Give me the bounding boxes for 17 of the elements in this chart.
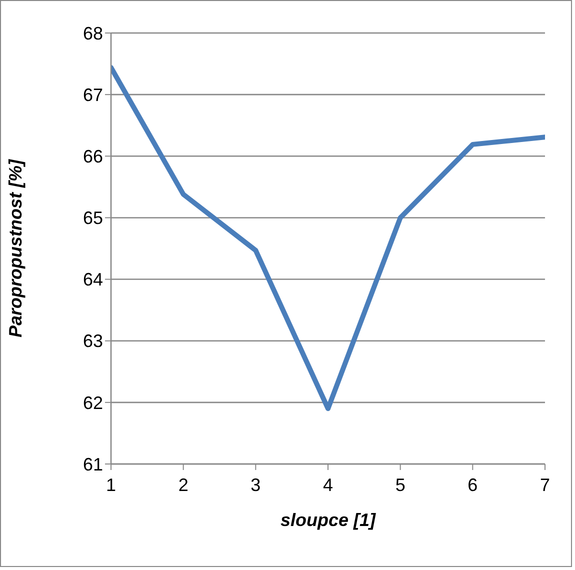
x-tick-label: 5 [395,474,406,495]
y-tick-label: 68 [82,23,103,44]
y-tick-label: 63 [82,331,103,352]
x-tick-label: 4 [322,474,334,495]
y-tick-label: 65 [82,208,103,228]
x-axis-title: sloupce [1] [280,510,377,530]
y-tick-label: 67 [82,84,103,105]
y-tick-label: 64 [82,270,103,290]
x-tick-label: 3 [250,474,261,495]
x-tick-label: 1 [106,474,116,495]
y-tick-label: 66 [82,146,103,167]
y-tick-label: 61 [82,454,103,474]
y-tick-label: 62 [82,392,103,413]
x-tick-label: 2 [178,474,188,495]
x-tick-label: 6 [468,474,478,495]
y-axis-title: Paropropustnost [%] [5,158,26,338]
x-tick-label: 7 [540,474,550,495]
